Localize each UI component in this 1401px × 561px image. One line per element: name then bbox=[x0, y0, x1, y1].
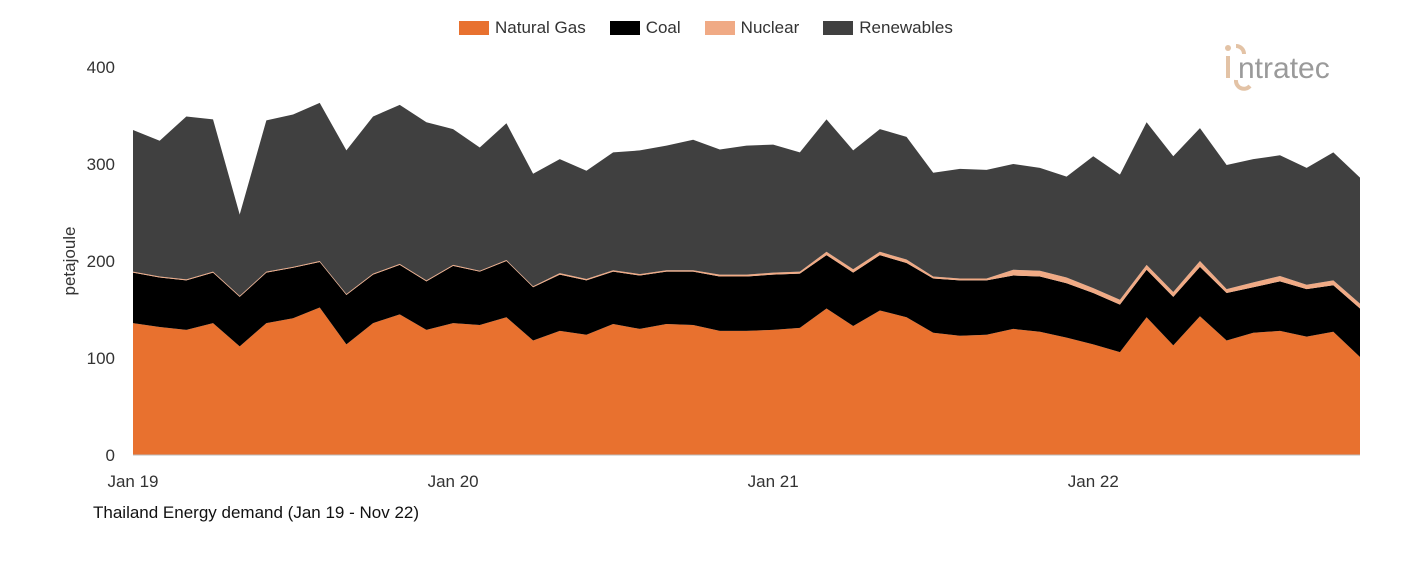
area-natural-gas bbox=[133, 307, 1360, 455]
x-tick-label: Jan 20 bbox=[428, 472, 479, 491]
legend-swatch bbox=[609, 21, 640, 35]
area-renewables bbox=[133, 102, 1360, 304]
x-tick-label: Jan 21 bbox=[748, 472, 799, 491]
legend-swatch bbox=[459, 21, 489, 35]
x-tick-label: Jan 22 bbox=[1068, 472, 1119, 491]
area-coal bbox=[133, 255, 1360, 358]
legend-item: Natural Gas bbox=[459, 18, 586, 38]
legend-label: Coal bbox=[645, 18, 681, 37]
y-tick-label: 200 bbox=[87, 252, 115, 271]
chart-title: Thailand Energy demand (Jan 19 - Nov 22) bbox=[93, 503, 420, 522]
legend-swatch bbox=[704, 21, 735, 35]
y-tick-label: 300 bbox=[87, 155, 115, 174]
legend-item: Coal bbox=[609, 18, 681, 38]
logo-text: ntratec bbox=[1238, 52, 1330, 85]
y-axis-label: petajoule bbox=[60, 226, 79, 295]
intratec-logo: ntratec bbox=[1222, 42, 1367, 102]
legend-label: Renewables bbox=[859, 18, 953, 37]
y-tick-label: 400 bbox=[87, 58, 115, 77]
legend-label: Natural Gas bbox=[495, 18, 586, 37]
legend-label: Nuclear bbox=[740, 18, 800, 37]
y-tick-label: 100 bbox=[87, 349, 115, 368]
legend-swatch bbox=[823, 21, 854, 35]
x-tick-label: Jan 19 bbox=[107, 472, 158, 491]
legend-item: Nuclear bbox=[704, 18, 800, 38]
legend: Natural Gas Coal Nuclear Renewables bbox=[459, 18, 977, 38]
y-tick-label: 0 bbox=[106, 446, 115, 465]
legend-item: Renewables bbox=[823, 18, 953, 38]
